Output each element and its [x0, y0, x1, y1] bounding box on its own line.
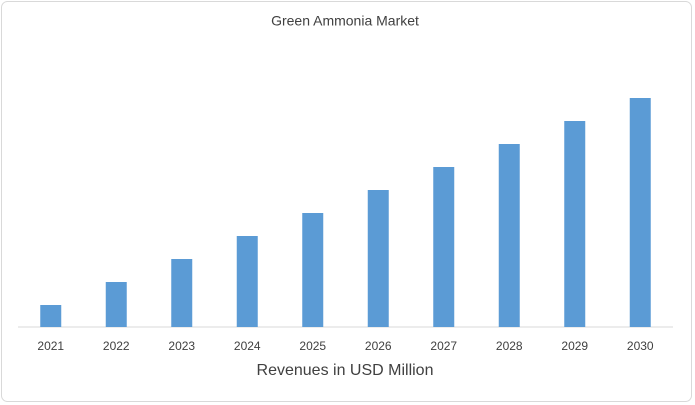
chart-title: Green Ammonia Market	[271, 13, 419, 29]
bar	[564, 121, 586, 327]
x-tick-label: 2027	[430, 339, 457, 353]
bar	[629, 98, 651, 327]
bar	[171, 259, 193, 327]
x-axis-title: Revenues in USD Million	[257, 362, 434, 379]
bar	[498, 144, 520, 327]
x-tick-label: 2021	[37, 339, 64, 353]
bar	[433, 167, 455, 327]
bar	[40, 305, 62, 327]
bar	[367, 190, 389, 327]
x-tick-label: 2028	[496, 339, 523, 353]
x-tick-label: 2023	[168, 339, 195, 353]
x-tick-label: 2022	[103, 339, 130, 353]
bar	[236, 236, 258, 327]
x-tick-label: 2030	[627, 339, 654, 353]
x-tick-label: 2025	[299, 339, 326, 353]
x-tick-label: 2024	[234, 339, 261, 353]
bar	[302, 213, 324, 327]
x-tick-label: 2029	[561, 339, 588, 353]
x-tick-label: 2026	[365, 339, 392, 353]
bar	[105, 282, 127, 327]
